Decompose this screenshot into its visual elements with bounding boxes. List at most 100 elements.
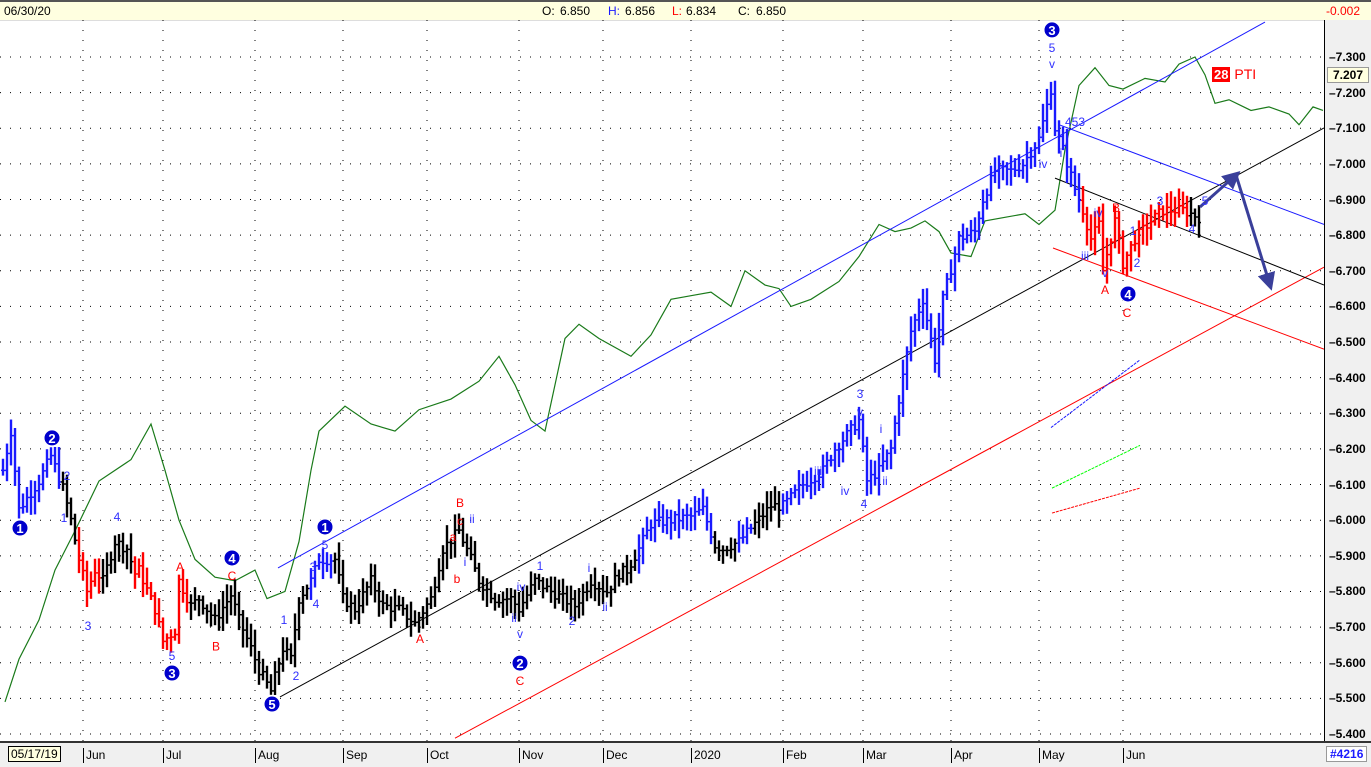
wave-label-group: 2: [293, 669, 300, 683]
price-bar: [853, 415, 857, 435]
bar-count: #4216: [1326, 746, 1368, 762]
price-bar: [517, 591, 521, 622]
indicator-name: PTI: [1234, 66, 1257, 82]
price-bar: [781, 493, 785, 515]
price-bar: [917, 298, 921, 332]
price-tick-label: –6.500: [1329, 335, 1366, 350]
trendline-mini-blue: [1050, 359, 1141, 428]
price-bar: [217, 599, 221, 631]
price-axis[interactable]: –7.300 –7.200 –7.100 –7.000 –6.900 –6.800 –6.7…: [1324, 20, 1371, 741]
price-bar: [429, 586, 433, 609]
price-bar: [121, 532, 125, 564]
price-bar: [825, 451, 829, 474]
price-bar: [1073, 165, 1077, 197]
price-bar: [553, 576, 557, 609]
price-bar: [881, 444, 885, 472]
price-bar: [1037, 126, 1041, 155]
wave-label: B: [212, 639, 220, 653]
wave-label-group: ii: [1038, 128, 1043, 142]
price-bar: [1053, 80, 1057, 137]
header-date: 06/30/20: [4, 4, 51, 18]
price-bar: [17, 466, 21, 519]
wave-label: A: [416, 632, 424, 646]
price-bar: [929, 313, 933, 349]
price-bar: [309, 568, 313, 600]
price-tick-label: –6.900: [1329, 192, 1366, 207]
price-bar: [1141, 214, 1145, 245]
price-bar: [693, 496, 697, 531]
trendline-mini-red: [1051, 487, 1141, 514]
wave-label: B: [1112, 201, 1120, 215]
price-bar: [805, 470, 809, 492]
price-tick-label: –5.600: [1329, 655, 1366, 670]
price-bar: [961, 223, 965, 251]
price-tick-label: –6.400: [1329, 370, 1366, 385]
wave-label-group: ii: [469, 512, 474, 526]
price-bar: [1089, 214, 1093, 251]
projection-arrow-down: [1234, 174, 1276, 291]
price-bar: [509, 588, 513, 614]
date-axis[interactable]: 05/17/19 #4216 Jun Jul Aug Sep Oct Nov Dec 2020…: [0, 741, 1371, 767]
price-bar: [889, 439, 893, 470]
price-tick-label: –5.800: [1329, 584, 1366, 599]
price-bar: [845, 424, 849, 447]
price-bar: [393, 588, 397, 622]
price-bar: [201, 595, 205, 615]
price-bar: [621, 562, 625, 583]
price-bar: [417, 611, 421, 633]
wave-label-group: iii: [814, 464, 822, 478]
high-label: H:: [608, 4, 620, 18]
price-bar: [109, 551, 113, 574]
wave-label: v: [857, 405, 863, 419]
price-tick-label: –7.100: [1329, 121, 1366, 136]
price-bar: [277, 657, 281, 685]
price-bar: [709, 513, 713, 545]
wave-label: c: [457, 514, 463, 528]
wave-label-group: 2: [511, 654, 529, 672]
price-bar: [685, 503, 689, 531]
wave-label-group: 1: [1130, 224, 1137, 238]
wave-label-group: C: [228, 569, 237, 583]
price-bar: [1013, 158, 1017, 177]
wave-label-group: C: [1123, 306, 1132, 320]
price-bar: [525, 585, 529, 610]
price-bar: [453, 514, 457, 558]
wave-circle-icon: [1119, 285, 1137, 303]
price-bar: [73, 513, 77, 545]
price-bar: [913, 313, 917, 347]
price-bar: [745, 517, 749, 545]
price-bar: [873, 460, 877, 486]
price-bar: [1081, 186, 1085, 223]
price-bar: [377, 581, 381, 617]
price-bar: [1157, 202, 1161, 228]
wave-label: 1: [281, 613, 288, 627]
price-bar: [901, 359, 905, 417]
price-bar: [1009, 155, 1013, 186]
price-bar: [1069, 157, 1073, 188]
wave-label-group: 1: [281, 613, 288, 627]
price-bar: [585, 581, 589, 602]
price-bar: [949, 259, 953, 283]
price-bar: [261, 658, 265, 681]
price-bar: [801, 473, 805, 499]
wave-label: 3: [1157, 194, 1164, 208]
wave-circle-icon: [223, 549, 241, 567]
price-bar: [305, 584, 309, 600]
price-bar: [101, 558, 105, 594]
wave-label-group: 5: [1202, 194, 1209, 208]
wave-label: 3: [310, 560, 317, 574]
wave-label: iii: [1081, 249, 1089, 263]
price-bar: [833, 442, 837, 473]
price-bar: [129, 533, 133, 574]
price-bar: [705, 496, 709, 531]
month-label: Feb: [783, 748, 807, 763]
price-bar: [1077, 173, 1081, 213]
price-bar: [837, 442, 841, 468]
price-bar: [957, 231, 961, 263]
price-bar: [9, 419, 13, 466]
wave-label: iv: [1094, 206, 1103, 220]
indicator-label: 28 PTI: [1212, 66, 1256, 82]
price-bar: [425, 597, 429, 626]
price-bar: [173, 628, 177, 641]
